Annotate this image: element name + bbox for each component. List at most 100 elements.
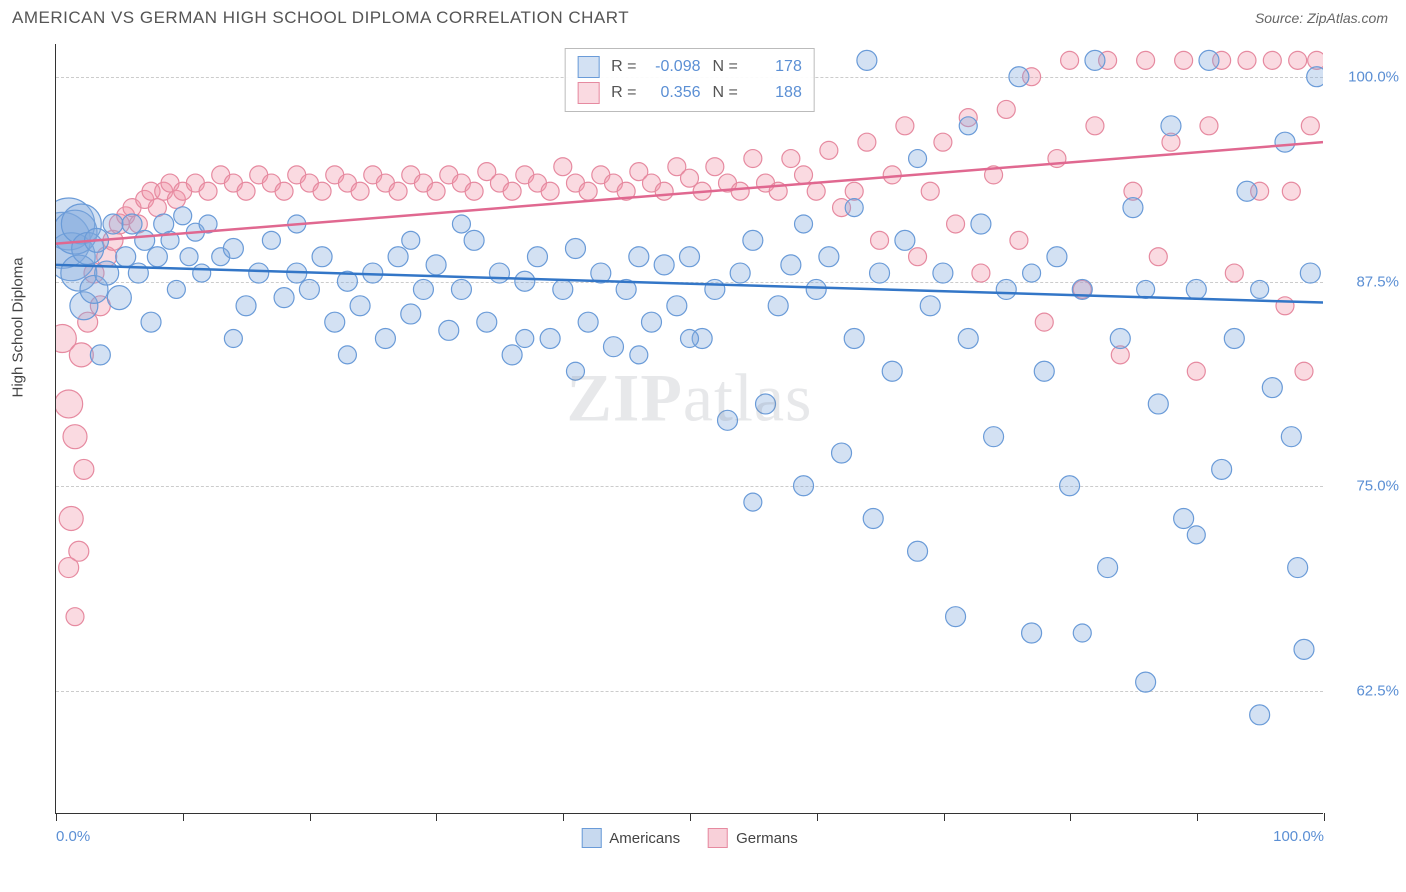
data-point	[807, 182, 825, 200]
data-point	[350, 296, 370, 316]
data-point	[180, 248, 198, 266]
data-point	[1225, 264, 1243, 282]
data-point	[1023, 264, 1041, 282]
data-point	[451, 279, 471, 299]
data-point	[1123, 198, 1143, 218]
data-point	[1085, 50, 1105, 70]
ytick-label: 100.0%	[1348, 68, 1399, 85]
ytick-label: 87.5%	[1356, 273, 1399, 290]
xtick	[1070, 813, 1071, 821]
data-point	[863, 509, 883, 529]
data-point	[1149, 248, 1167, 266]
data-point	[882, 361, 902, 381]
data-point	[1009, 67, 1029, 87]
data-point	[1300, 263, 1320, 283]
data-point	[553, 279, 573, 299]
data-point	[1060, 476, 1080, 496]
data-point	[1148, 394, 1168, 414]
data-point	[566, 362, 584, 380]
data-point	[920, 296, 940, 316]
data-point	[565, 239, 585, 259]
xtick	[183, 813, 184, 821]
data-point	[655, 182, 673, 200]
data-point	[1110, 329, 1130, 349]
data-point	[958, 329, 978, 349]
data-point	[895, 230, 915, 250]
chart-source: Source: ZipAtlas.com	[1255, 10, 1388, 26]
data-point	[1187, 526, 1205, 544]
stats-legend-box: R = -0.098 N = 178 R = 0.356 N = 188	[564, 48, 815, 112]
data-point	[388, 247, 408, 267]
stats-swatch-germans	[577, 82, 599, 104]
data-point	[312, 247, 332, 267]
data-point	[921, 182, 939, 200]
data-point	[122, 214, 142, 234]
data-point	[69, 343, 93, 367]
xtick	[817, 813, 818, 821]
legend-label-germans: Germans	[736, 830, 798, 847]
data-point	[820, 141, 838, 159]
stats-n-americans: 178	[750, 58, 802, 76]
data-point	[1137, 51, 1155, 69]
stats-n-label-2: N =	[713, 84, 738, 102]
data-point	[1034, 361, 1054, 381]
data-point	[402, 231, 420, 249]
data-point	[147, 247, 167, 267]
data-point	[883, 166, 901, 184]
data-point	[1186, 279, 1206, 299]
data-point	[103, 214, 123, 234]
data-point	[768, 296, 788, 316]
data-point	[554, 158, 572, 176]
data-point	[1224, 329, 1244, 349]
xtick	[310, 813, 311, 821]
data-point	[997, 100, 1015, 118]
data-point	[116, 247, 136, 267]
data-point	[858, 133, 876, 151]
data-point	[781, 255, 801, 275]
data-point	[744, 150, 762, 168]
data-point	[1086, 117, 1104, 135]
data-point	[1137, 280, 1155, 298]
data-point	[819, 247, 839, 267]
data-point	[996, 279, 1016, 299]
data-point	[578, 312, 598, 332]
data-point	[984, 427, 1004, 447]
data-point	[141, 312, 161, 332]
data-point	[870, 263, 890, 283]
data-point	[1301, 117, 1319, 135]
data-point	[1294, 639, 1314, 659]
data-point	[971, 214, 991, 234]
data-point	[299, 279, 319, 299]
data-point	[832, 443, 852, 463]
data-point	[223, 239, 243, 259]
data-point	[1262, 378, 1282, 398]
data-point	[946, 607, 966, 627]
data-point	[1295, 362, 1313, 380]
data-point	[1022, 623, 1042, 643]
data-point	[1282, 182, 1300, 200]
data-point	[56, 390, 83, 418]
data-point	[1237, 181, 1257, 201]
xtick	[563, 813, 564, 821]
data-point	[579, 182, 597, 200]
legend-item-americans: Americans	[581, 828, 680, 848]
data-point	[1098, 558, 1118, 578]
xtick	[56, 813, 57, 821]
data-point	[1238, 51, 1256, 69]
data-point	[439, 320, 459, 340]
data-point	[59, 558, 79, 578]
data-point	[972, 264, 990, 282]
stats-row-germans: R = 0.356 N = 188	[577, 80, 802, 106]
data-point	[338, 346, 356, 364]
data-point	[1275, 132, 1295, 152]
bottom-legend: Americans Germans	[581, 828, 798, 848]
data-point	[59, 507, 83, 531]
data-point	[933, 263, 953, 283]
data-point	[237, 182, 255, 200]
stats-n-label: N =	[713, 58, 738, 76]
data-point	[1276, 297, 1294, 315]
data-point	[174, 207, 192, 225]
data-point	[1250, 705, 1270, 725]
data-point	[1010, 231, 1028, 249]
data-point	[718, 410, 738, 430]
